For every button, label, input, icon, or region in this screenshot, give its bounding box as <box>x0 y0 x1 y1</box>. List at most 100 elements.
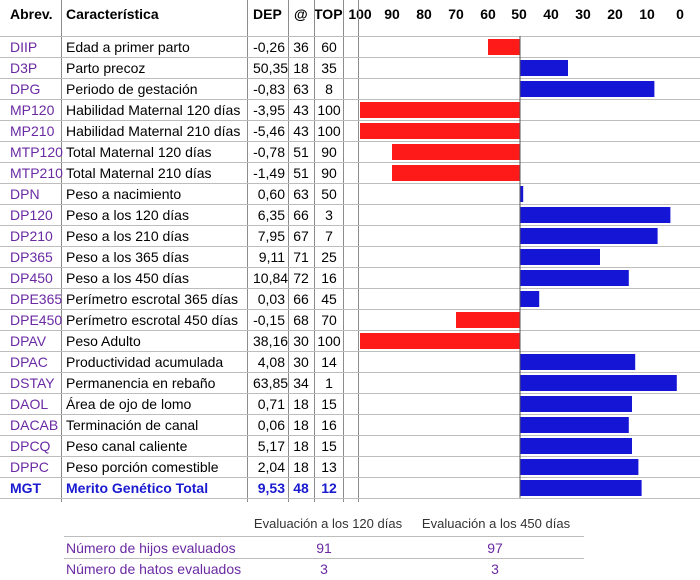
at-cell: 18 <box>293 396 309 412</box>
total-row: MGT Merito Genético Total 9,53 48 12 <box>0 478 700 499</box>
row-divider <box>0 225 700 226</box>
scale-tick-label: 90 <box>384 6 400 22</box>
abrev-cell: DP120 <box>10 207 53 223</box>
dep-cell: -5,46 <box>253 123 285 139</box>
scale-tick-label: 10 <box>639 6 655 22</box>
bar-d3p <box>520 60 568 76</box>
header-at: @ <box>294 6 308 22</box>
row-divider <box>0 288 700 289</box>
at-cell: 30 <box>293 333 309 349</box>
top-cell: 70 <box>321 312 337 328</box>
dep-cell: -0,26 <box>253 39 285 55</box>
bar-dpe450 <box>456 312 520 328</box>
summary-row: Número de hatos evaluados 3 3 <box>0 559 700 579</box>
abrev-cell: DPE450 <box>10 312 63 328</box>
abrev-cell: DP210 <box>10 228 53 244</box>
abrev-cell: MTP210 <box>10 165 63 181</box>
dep-cell: 2,04 <box>257 459 285 475</box>
bar-dpg <box>520 81 655 97</box>
abrev-cell: DPG <box>10 81 41 97</box>
top-cell: 16 <box>321 417 337 433</box>
at-cell: 71 <box>293 249 309 265</box>
at-cell: 67 <box>293 228 309 244</box>
caracteristica-cell: Peso a los 210 días <box>66 228 189 244</box>
bar-dp365 <box>520 249 600 265</box>
table-row: DP365 Peso a los 365 días 9,11 71 25 <box>0 247 700 268</box>
bar-mgt <box>520 480 642 496</box>
caracteristica-cell: Habilidad Maternal 210 días <box>66 123 241 139</box>
top-cell: 14 <box>321 354 337 370</box>
top-cell: 13 <box>321 459 337 475</box>
top-cell: 8 <box>325 81 333 97</box>
bar-chart <box>360 36 677 498</box>
at-cell: 43 <box>293 102 309 118</box>
header-abrev: Abrev. <box>10 6 53 22</box>
top-cell: 90 <box>321 165 337 181</box>
summary-value-450: 3 <box>491 561 499 577</box>
scale-tick-label: 50 <box>511 6 527 22</box>
table-row: DPAV Peso Adulto 38,16 30 100 <box>0 331 700 352</box>
table-row: DACAB Terminación de canal 0,06 18 16 <box>0 415 700 436</box>
abrev-cell: DP365 <box>10 249 53 265</box>
row-divider <box>0 477 700 478</box>
caracteristica-cell: Área de ojo de lomo <box>66 396 192 412</box>
dep-cell: -0,83 <box>253 81 285 97</box>
top-cell: 100 <box>317 333 341 349</box>
caracteristica-cell: Peso a los 450 días <box>66 270 189 286</box>
row-divider <box>0 246 700 247</box>
at-cell: 18 <box>293 60 309 76</box>
top-cell: 12 <box>321 480 337 496</box>
dep-cell: 0,03 <box>257 291 285 307</box>
abrev-cell: DPN <box>10 186 40 202</box>
table-row: DSTAY Permanencia en rebaño 63,85 34 1 <box>0 373 700 394</box>
caracteristica-cell: Edad a primer parto <box>66 39 190 55</box>
summary-row: Número de hijos evaluados 91 97 <box>0 538 700 558</box>
scale-tick-label: 70 <box>448 6 464 22</box>
scale-tick-label: 100 <box>348 6 372 22</box>
scale-tick-label: 40 <box>543 6 559 22</box>
table-row: MP120 Habilidad Maternal 120 días -3,95 43 1… <box>0 100 700 121</box>
row-divider <box>0 120 700 121</box>
header-dep: DEP <box>253 6 282 22</box>
row-divider <box>0 204 700 205</box>
caracteristica-cell: Productividad acumulada <box>66 354 224 370</box>
at-cell: 72 <box>293 270 309 286</box>
table-row: MTP120 Total Maternal 120 días -0,78 51 90 <box>0 142 700 163</box>
row-divider <box>0 456 700 457</box>
table-row: DPG Periodo de gestación -0,83 63 8 <box>0 79 700 100</box>
caracteristica-cell: Periodo de gestación <box>66 81 198 97</box>
abrev-cell: MP210 <box>10 123 55 139</box>
bar-dpac <box>520 354 636 370</box>
at-cell: 66 <box>293 207 309 223</box>
epd-table: Abrev. Característica DEP @ TOP 100 90 80 7… <box>0 0 700 502</box>
bar-mtp120 <box>392 144 520 160</box>
summary-value-120: 3 <box>320 561 328 577</box>
row-divider <box>0 393 700 394</box>
dep-cell: 10,84 <box>253 270 289 286</box>
row-divider <box>0 36 700 37</box>
header-caracteristica: Característica <box>66 6 159 22</box>
caracteristica-cell: Peso a los 120 días <box>66 207 189 223</box>
at-cell: 66 <box>293 291 309 307</box>
abrev-cell: DIIP <box>10 39 38 55</box>
caracteristica-cell: Peso Adulto <box>66 333 141 349</box>
table-row: DPN Peso a nacimiento 0,60 63 50 <box>0 184 700 205</box>
bar-dstay <box>520 375 677 391</box>
caracteristica-cell: Parto precoz <box>66 60 146 76</box>
caracteristica-cell: Habilidad Maternal 120 días <box>66 102 241 118</box>
abrev-cell: DP450 <box>10 270 53 286</box>
summary-header-120: Evaluación a los 120 días <box>253 516 403 531</box>
summary-value-120: 91 <box>316 540 332 556</box>
row-divider <box>0 183 700 184</box>
caracteristica-cell: Peso canal caliente <box>66 438 188 454</box>
summary-divider <box>64 536 584 537</box>
scale-tick-label: 60 <box>480 6 496 22</box>
dep-cell: 9,11 <box>258 249 285 265</box>
bar-dp450 <box>520 270 629 286</box>
top-cell: 1 <box>325 375 333 391</box>
at-cell: 63 <box>293 186 309 202</box>
summary-value-450: 97 <box>487 540 503 556</box>
table-row: MP210 Habilidad Maternal 210 días -5,46 43 1… <box>0 121 700 142</box>
column-divider <box>314 0 315 502</box>
at-cell: 36 <box>293 39 309 55</box>
